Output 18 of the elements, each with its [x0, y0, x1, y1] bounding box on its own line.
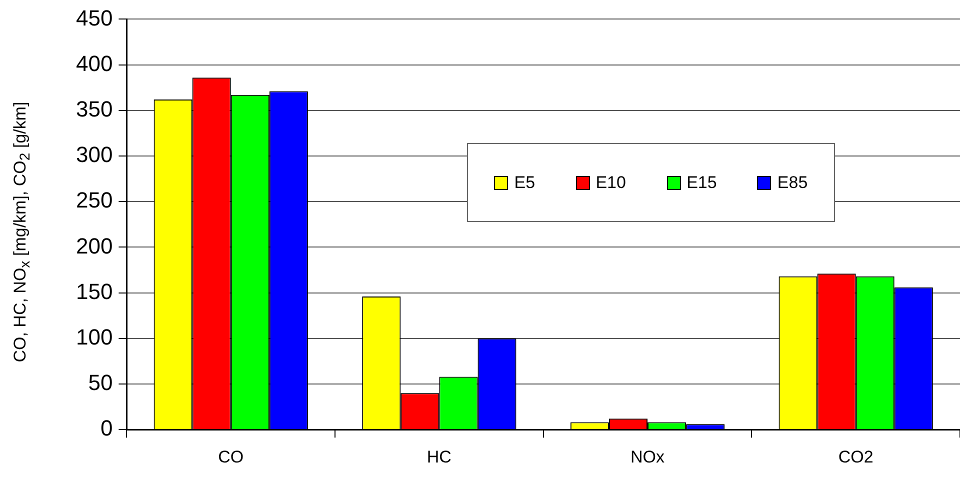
y-tick-label: 150 [76, 278, 113, 304]
x-tick-label: CO2 [838, 447, 874, 466]
x-tick-label: NOx [630, 447, 666, 466]
y-tick-label: 0 [100, 416, 113, 441]
legend-label: E10 [596, 172, 626, 192]
legend-label: E85 [777, 172, 808, 192]
legend-label: E5 [514, 172, 536, 192]
y-tick-label: 350 [76, 96, 113, 122]
y-tick-label: 250 [76, 188, 113, 213]
y-tick-label: 450 [76, 5, 113, 30]
y-tick-label: 50 [88, 370, 113, 396]
legend-label: E15 [686, 172, 717, 192]
x-tick-label: HC [426, 447, 452, 466]
y-tick-label: 300 [76, 142, 113, 168]
y-tick-label: 100 [76, 324, 113, 350]
y-tick-label: 200 [76, 233, 113, 258]
x-tick-label: CO [218, 447, 244, 466]
y-tick-label: 400 [76, 50, 113, 76]
